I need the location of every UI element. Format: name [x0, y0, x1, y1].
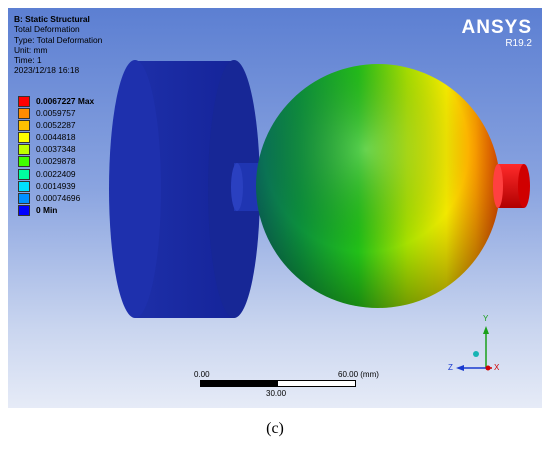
ansys-logo: ANSYS R19.2 [462, 18, 532, 50]
legend-swatch [18, 156, 30, 168]
scale-bar: 0.00 60.00 (mm) 30.00 [194, 370, 379, 400]
scale-bar-graphic [200, 380, 356, 387]
scale-start-label: 0.00 [194, 370, 210, 379]
brand-name: ANSYS [461, 17, 532, 38]
triad-x-label: X [494, 363, 500, 372]
info-line: Unit: mm [14, 44, 48, 55]
graphics-viewport[interactable]: B: Static Structural Total Deformation T… [8, 8, 542, 408]
legend-label: 0.0044818 [36, 132, 76, 143]
figure-caption: (c) [266, 420, 284, 437]
analysis-title: B: Static Structural [14, 14, 90, 24]
legend-swatch [18, 204, 30, 216]
legend-label: 0.0014939 [36, 180, 76, 191]
axis-triad[interactable] [456, 326, 492, 371]
info-line: 2023/12/18 16:18 [14, 65, 80, 76]
triad-z-label: Z [448, 363, 453, 372]
scale-end-label: 60.00 (mm) [338, 370, 379, 379]
triad-y-label: Y [483, 314, 489, 323]
result-info-panel: B: Static Structural Total Deformation T… [14, 14, 102, 76]
legend-swatch [18, 144, 30, 156]
legend-swatch [18, 192, 30, 204]
legend-swatch [18, 120, 30, 132]
legend-label: 0.0067227 Max [36, 96, 95, 106]
right-pin [493, 164, 530, 208]
legend-swatch [18, 96, 30, 107]
legend-label: 0.0059757 [36, 108, 76, 119]
legend-label: 0.00074696 [36, 192, 81, 203]
legend-swatch [18, 132, 30, 144]
legend-swatch [18, 108, 30, 120]
info-line: Total Deformation [14, 24, 80, 35]
legend-swatch [18, 168, 30, 180]
info-line: Type: Total Deformation [14, 34, 103, 45]
legend-label: 0.0022409 [36, 168, 76, 179]
info-line: Time: 1 [14, 55, 42, 66]
model-view [109, 60, 530, 371]
scale-mid-label: 30.00 [266, 389, 287, 398]
brand-version: R19.2 [505, 38, 532, 49]
legend-label: 0.0037348 [36, 144, 76, 155]
legend-label: 0 Min [36, 204, 58, 215]
legend-label: 0.0029878 [36, 156, 76, 167]
legend-swatch [18, 180, 30, 192]
legend-label: 0.0052287 [36, 120, 76, 131]
sphere-body [256, 64, 500, 308]
